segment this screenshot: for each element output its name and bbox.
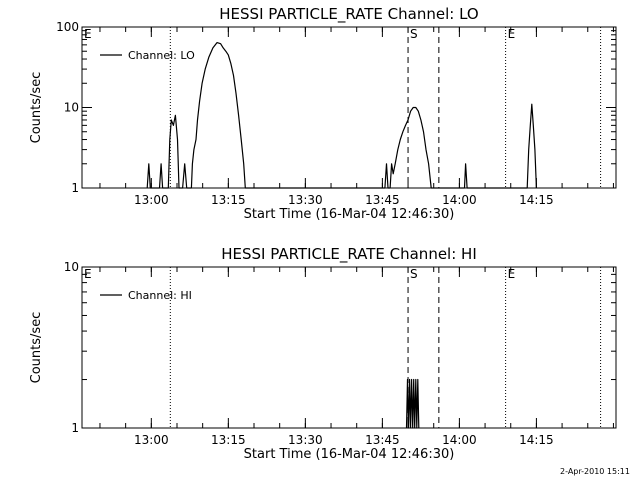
legend-label: Channel: HI: [128, 289, 192, 302]
x-tick-label: 14:00: [442, 433, 477, 447]
x-tick-label: 14:00: [442, 193, 477, 207]
x-tick-label: 14:15: [519, 433, 554, 447]
chart-title: HESSI PARTICLE_RATE Channel: LO: [219, 5, 478, 24]
y-tick-label: 100: [56, 20, 79, 34]
y-axis-label: Counts/sec: [29, 312, 44, 384]
x-tick-label: 13:00: [134, 433, 169, 447]
marker-label: E: [508, 267, 516, 281]
series-line: [405, 378, 420, 429]
x-tick-label: 13:15: [211, 433, 246, 447]
x-tick-label: 13:15: [211, 193, 246, 207]
x-tick-label: 13:45: [365, 193, 400, 207]
marker-label: E: [508, 27, 516, 41]
chart-title: HESSI PARTICLE_RATE Channel: HI: [221, 245, 477, 264]
series-line: [146, 41, 537, 189]
marker-label: S: [410, 27, 418, 41]
y-axis-label: Counts/sec: [29, 72, 44, 144]
x-tick-label: 13:30: [288, 433, 323, 447]
y-tick-label: 1: [71, 181, 79, 195]
y-tick-label: 10: [64, 260, 79, 274]
chart-panel-1: HESSI PARTICLE_RATE Channel: HI 1 10 13:00 1…: [29, 245, 617, 462]
x-axis-label: Start Time (16-Mar-04 12:46:30): [244, 207, 455, 222]
marker-label: S: [410, 267, 418, 281]
x-axis-label: Start Time (16-Mar-04 12:46:30): [244, 447, 455, 462]
x-tick-label: 13:30: [288, 193, 323, 207]
legend-label: Channel: LO: [128, 49, 195, 62]
marker-label: E: [84, 267, 92, 281]
x-tick-label: 13:00: [134, 193, 169, 207]
x-tick-label: 13:45: [365, 433, 400, 447]
y-tick-label: 10: [64, 101, 79, 115]
chart-panel-0: HESSI PARTICLE_RATE Channel: LO 1 10 100 13:…: [29, 5, 617, 222]
marker-label: E: [84, 27, 92, 41]
plot-frame: [81, 266, 617, 429]
x-tick-label: 14:15: [519, 193, 554, 207]
y-tick-label: 1: [71, 421, 79, 435]
plot-timestamp: 2-Apr-2010 15:11: [560, 467, 630, 476]
